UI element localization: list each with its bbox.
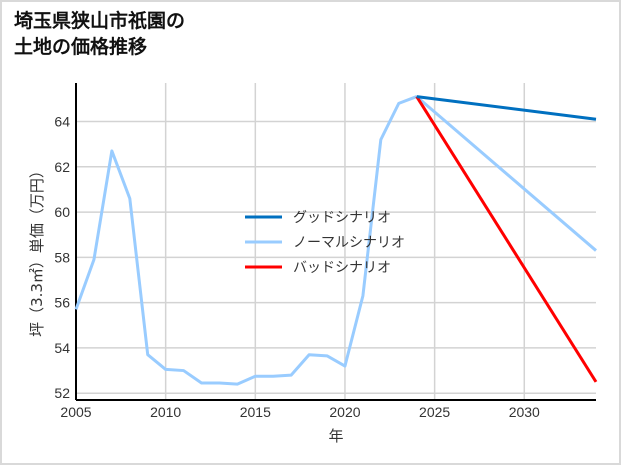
y-axis-label: 坪（3.3㎡）単価（万円） bbox=[28, 163, 46, 337]
chart-title: 埼玉県狭山市祇園の 土地の価格推移 bbox=[14, 8, 185, 60]
x-tick-label: 2020 bbox=[329, 404, 360, 420]
series-line bbox=[74, 95, 418, 386]
x-axis-label: 年 bbox=[328, 427, 343, 445]
legend-label: グッドシナリオ bbox=[293, 210, 391, 226]
chart-title-line-2: 土地の価格推移 bbox=[14, 36, 148, 58]
y-tick-label: 60 bbox=[54, 204, 70, 220]
x-tick-label: 2005 bbox=[60, 404, 91, 420]
y-tick-label: 54 bbox=[54, 340, 70, 356]
x-tick-label: 2015 bbox=[240, 404, 271, 420]
legend-label: バッドシナリオ bbox=[293, 260, 391, 276]
series-line bbox=[415, 95, 598, 383]
y-tick-label: 64 bbox=[54, 113, 70, 129]
y-tick-label: 52 bbox=[54, 385, 70, 401]
series-line bbox=[416, 95, 597, 121]
y-tick-label: 62 bbox=[54, 159, 70, 175]
y-tick-label: 58 bbox=[54, 249, 70, 265]
series-line bbox=[415, 95, 597, 252]
x-tick-label: 2010 bbox=[150, 404, 181, 420]
x-tick-label: 2025 bbox=[419, 404, 450, 420]
y-tick-label: 56 bbox=[54, 295, 70, 311]
legend-label: ノーマルシナリオ bbox=[293, 235, 405, 251]
x-tick-label: 2030 bbox=[509, 404, 540, 420]
chart-title-line-1: 埼玉県狭山市祇園の bbox=[14, 10, 186, 32]
